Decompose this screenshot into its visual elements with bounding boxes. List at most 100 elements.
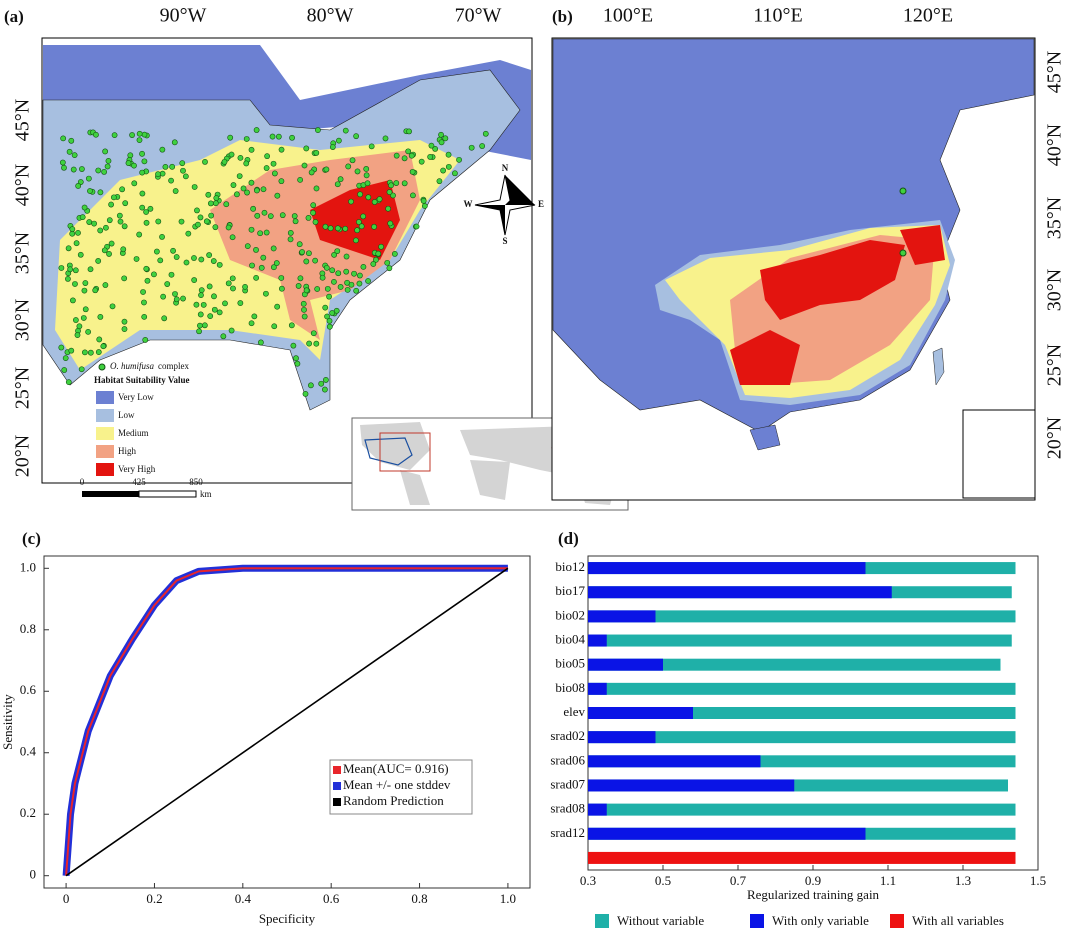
occurrence-point	[270, 160, 277, 167]
occurrence-point	[198, 287, 205, 294]
occurrence-point	[301, 306, 307, 313]
species-name: O. humifusa	[110, 361, 155, 371]
world-land	[400, 470, 430, 505]
occurrence-point	[206, 252, 213, 258]
occurrence-point	[343, 268, 350, 275]
occurrence-point	[205, 191, 212, 198]
occurrence-point	[482, 130, 489, 137]
occurrence-point	[264, 153, 271, 160]
region-very-high	[760, 240, 905, 320]
y-tick-label: 0.6	[20, 682, 37, 697]
occurrence-point	[236, 173, 243, 180]
occurrence-point	[92, 287, 99, 294]
occurrence-point	[445, 163, 452, 170]
occurrence-point	[405, 148, 412, 155]
occurrence-point	[323, 166, 330, 173]
occurrence-point	[334, 181, 341, 188]
inset-box	[379, 432, 431, 472]
occurrence-point	[144, 277, 151, 284]
occurrence-point	[390, 192, 396, 199]
occurrence-point	[173, 296, 180, 303]
occurrence-point	[342, 127, 349, 134]
occurrence-point	[160, 293, 167, 300]
occurrence-point	[274, 303, 281, 310]
occurrence-point	[203, 218, 210, 225]
occurrence-point	[122, 200, 129, 207]
occurrence-point	[101, 169, 108, 175]
occurrence-point	[360, 263, 367, 270]
y-tick-label: 0.4	[20, 744, 37, 759]
occurrence-point	[334, 225, 341, 232]
lon-label: 80°W	[307, 5, 354, 27]
x-tick-label: 0.5	[655, 873, 671, 888]
occurrence-point	[274, 192, 281, 199]
region-very-high	[900, 225, 945, 265]
occurrence-point	[77, 179, 84, 185]
occurrence-point	[95, 167, 102, 174]
occurrence-point	[278, 285, 285, 292]
occurrence-point	[87, 266, 94, 273]
occurrence-point	[108, 201, 115, 208]
legend-class: Medium	[118, 428, 149, 438]
occurrence-point	[139, 204, 146, 211]
occurrence-point	[349, 157, 356, 164]
legend-label: With only variable	[772, 913, 869, 928]
occurrence-point	[319, 274, 326, 281]
occurrence-point	[353, 133, 360, 140]
occurrence-point	[263, 229, 270, 236]
occurrence-point	[211, 293, 217, 300]
lat-label: 20°N	[12, 435, 34, 477]
occurrence-point	[110, 194, 117, 201]
occurrence-point	[329, 144, 336, 150]
occurrence-point	[333, 307, 340, 314]
x-tick-label: 1.5	[1030, 873, 1046, 888]
x-tick-label: 1.1	[880, 873, 896, 888]
occurrence-point	[87, 188, 93, 194]
y-tick-label: elev	[563, 704, 585, 719]
scale-unit: km	[200, 489, 212, 499]
occurrence-point	[85, 328, 92, 335]
occurrence-point	[327, 225, 334, 232]
scale-tick: 425	[132, 477, 146, 487]
occurrence-point	[428, 142, 435, 149]
occurrence-point	[101, 247, 108, 254]
occurrence-point	[162, 164, 169, 170]
taiwan	[932, 347, 945, 386]
occurrence-point	[294, 360, 301, 367]
occurrence-point	[201, 322, 208, 329]
legend-swatch	[96, 409, 114, 422]
occurrence-point	[93, 131, 99, 138]
occurrence-point	[334, 248, 341, 255]
occurrence-point	[180, 167, 186, 174]
occurrence-point	[322, 223, 329, 230]
occurrence-point	[371, 199, 378, 205]
occurrence-point	[191, 277, 198, 283]
occurrence-point	[191, 184, 198, 190]
occurrence-point	[72, 317, 79, 323]
occurrence-point	[365, 194, 372, 201]
occurrence-point	[312, 219, 319, 225]
occurrence-point	[289, 134, 295, 141]
occurrence-point	[322, 304, 329, 311]
series-line	[65, 567, 508, 876]
occurrence-point	[159, 234, 165, 240]
occurrence-point	[244, 243, 251, 250]
occurrence-point	[315, 127, 321, 133]
occurrence-point	[420, 198, 427, 204]
occurrence-point	[237, 300, 244, 306]
occurrence-point	[331, 278, 337, 285]
occurrence-point	[207, 200, 214, 207]
occurrence-point	[436, 178, 443, 185]
occurrence-point	[445, 151, 452, 158]
region-very-low	[43, 45, 531, 160]
scale-tick: 0	[80, 477, 85, 487]
occurrence-point	[393, 152, 400, 159]
occurrence-point	[228, 327, 235, 334]
occurrence-point	[452, 170, 458, 177]
occurrence-point	[442, 135, 449, 142]
lat-label: 45°N	[12, 99, 34, 141]
occurrence-point	[121, 223, 128, 230]
occurrence-point	[299, 249, 305, 255]
occurrence-point	[408, 152, 415, 159]
occurrence-point	[196, 328, 202, 335]
